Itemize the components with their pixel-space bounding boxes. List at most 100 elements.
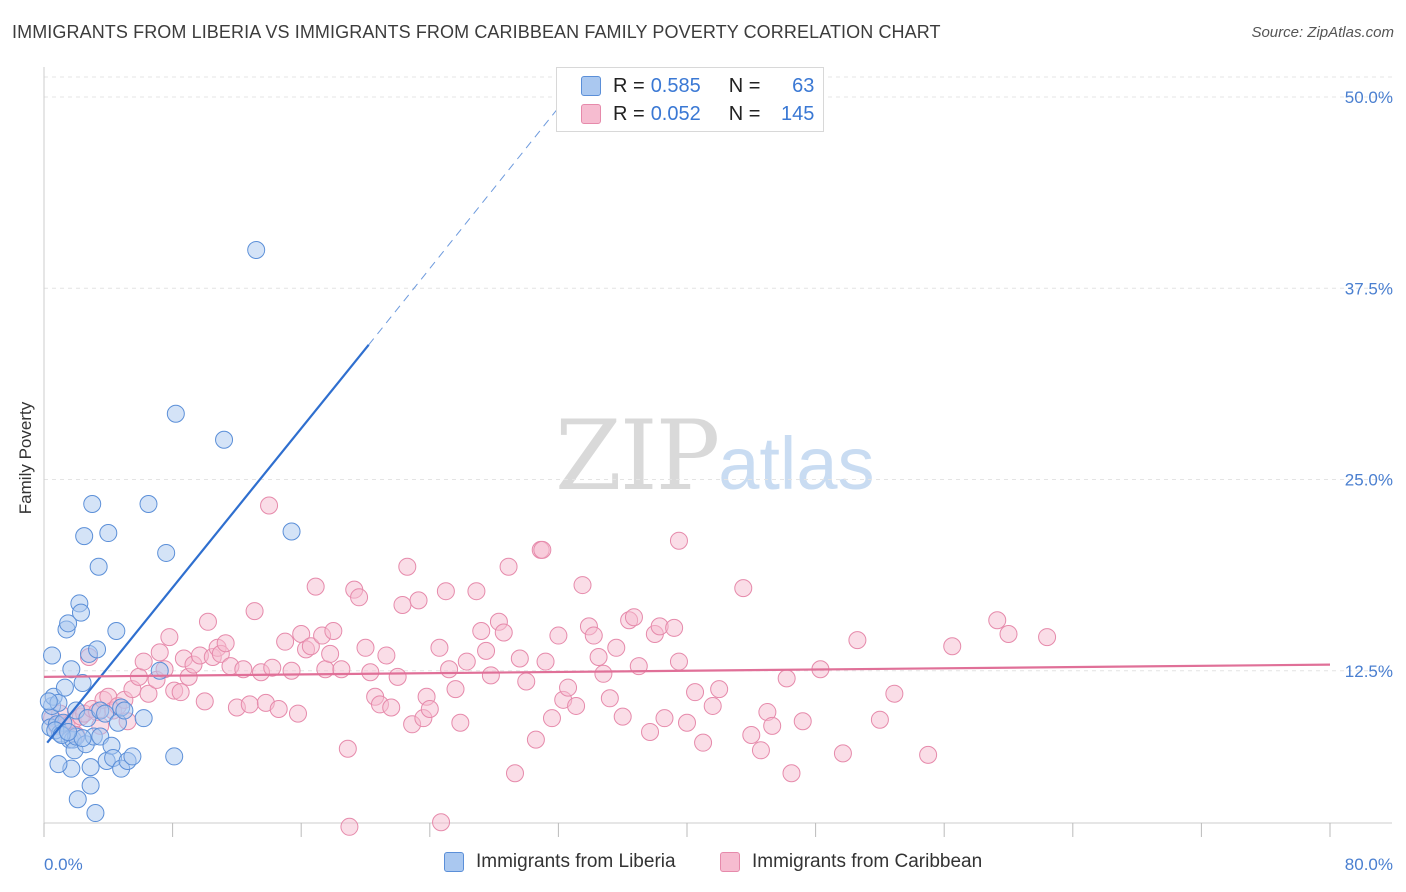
point-liberia xyxy=(88,640,107,659)
legend-swatch-caribbean xyxy=(581,104,601,124)
point-caribbean xyxy=(624,608,643,627)
legend-row-liberia: R = 0.585 N = 63 xyxy=(581,73,814,99)
point-caribbean xyxy=(377,646,396,665)
point-liberia xyxy=(134,709,153,728)
point-liberia xyxy=(282,522,301,541)
point-caribbean xyxy=(782,764,801,783)
point-liberia xyxy=(89,557,108,576)
point-caribbean xyxy=(393,595,412,614)
point-liberia xyxy=(83,494,102,513)
point-caribbean xyxy=(451,713,470,732)
point-caribbean xyxy=(793,712,812,731)
point-caribbean xyxy=(139,684,158,703)
point-liberia xyxy=(107,621,126,640)
point-caribbean xyxy=(536,652,555,671)
point-caribbean xyxy=(340,817,359,836)
point-caribbean xyxy=(669,652,688,671)
point-liberia xyxy=(71,603,90,622)
legend-n-label: N = xyxy=(728,74,761,97)
chart-title: IMMIGRANTS FROM LIBERIA VS IMMIGRANTS FR… xyxy=(12,22,941,42)
point-liberia xyxy=(55,678,74,697)
point-caribbean xyxy=(665,618,684,637)
legend-n-value: 145 xyxy=(781,102,815,125)
point-caribbean xyxy=(388,667,407,686)
y-tick-label: 37.5% xyxy=(1345,279,1393,298)
point-caribbean xyxy=(430,638,449,657)
point-caribbean xyxy=(234,660,253,679)
point-liberia xyxy=(62,660,81,679)
point-caribbean xyxy=(517,672,536,691)
point-caribbean xyxy=(409,591,428,610)
point-caribbean xyxy=(477,641,496,660)
point-caribbean xyxy=(306,577,325,596)
point-liberia xyxy=(73,673,92,692)
point-caribbean xyxy=(999,625,1018,644)
point-caribbean xyxy=(742,726,761,745)
point-liberia xyxy=(75,527,94,546)
point-caribbean xyxy=(171,683,190,702)
legend-item-liberia[interactable]: Immigrants from Liberia xyxy=(444,851,676,873)
point-liberia xyxy=(59,722,78,741)
point-caribbean xyxy=(260,496,279,515)
point-caribbean xyxy=(269,700,288,718)
point-caribbean xyxy=(301,637,320,656)
trendline-caribbean xyxy=(43,663,1331,678)
point-caribbean xyxy=(694,733,713,752)
point-liberia xyxy=(86,804,105,823)
point-caribbean xyxy=(457,652,476,671)
point-caribbean xyxy=(505,764,524,783)
point-caribbean xyxy=(763,716,782,735)
point-caribbean xyxy=(549,626,568,645)
point-caribbean xyxy=(198,612,217,631)
legend-r-value: 0.052 xyxy=(650,102,701,125)
legend-label-caribbean: Immigrants from Caribbean xyxy=(752,851,983,872)
legend-swatch-liberia xyxy=(444,852,464,872)
point-liberia xyxy=(39,692,58,711)
legend-row-caribbean: R = 0.052 N = 145 xyxy=(581,101,814,127)
point-caribbean xyxy=(282,661,301,680)
point-caribbean xyxy=(613,707,632,726)
trendline-liberia xyxy=(46,344,370,744)
point-caribbean xyxy=(703,696,722,715)
point-caribbean xyxy=(338,739,357,758)
point-caribbean xyxy=(134,652,153,671)
legend-item-caribbean[interactable]: Immigrants from Caribbean xyxy=(720,851,982,873)
point-caribbean xyxy=(988,611,1007,630)
point-caribbean xyxy=(542,709,561,728)
point-caribbean xyxy=(734,579,753,598)
point-caribbean xyxy=(276,632,295,651)
legend-r-value: 0.585 xyxy=(650,74,701,97)
stats-legend: R = 0.585 N = 63 R = 0.052 N = 145 xyxy=(556,67,824,132)
point-caribbean xyxy=(607,638,626,657)
point-caribbean xyxy=(356,638,375,657)
point-liberia xyxy=(215,430,234,449)
legend-r-label: R = xyxy=(613,74,645,97)
legend-n-label: N = xyxy=(728,102,761,125)
legend-swatch-liberia xyxy=(581,76,601,96)
point-liberia xyxy=(68,790,87,809)
point-caribbean xyxy=(382,698,401,717)
point-liberia xyxy=(96,704,115,723)
point-liberia xyxy=(165,747,184,766)
point-caribbean xyxy=(440,660,459,679)
point-caribbean xyxy=(195,692,214,711)
point-caribbean xyxy=(526,730,545,749)
y-tick-label: 50.0% xyxy=(1345,88,1393,107)
point-caribbean xyxy=(1038,628,1057,647)
point-caribbean xyxy=(510,649,529,668)
point-caribbean xyxy=(216,634,235,653)
trendline-liberia-extension xyxy=(368,107,559,346)
point-liberia xyxy=(99,524,118,543)
series-caribbean xyxy=(43,496,1057,836)
point-caribbean xyxy=(494,623,513,642)
point-caribbean xyxy=(678,713,696,732)
point-caribbean xyxy=(777,669,796,688)
point-caribbean xyxy=(245,602,264,621)
source-label: Source: ZipAtlas.com xyxy=(1251,24,1394,41)
point-caribbean xyxy=(870,710,889,729)
point-caribbean xyxy=(943,637,962,656)
point-caribbean xyxy=(559,678,578,697)
point-liberia xyxy=(123,747,142,766)
point-caribbean xyxy=(655,709,674,728)
point-liberia xyxy=(115,701,134,720)
